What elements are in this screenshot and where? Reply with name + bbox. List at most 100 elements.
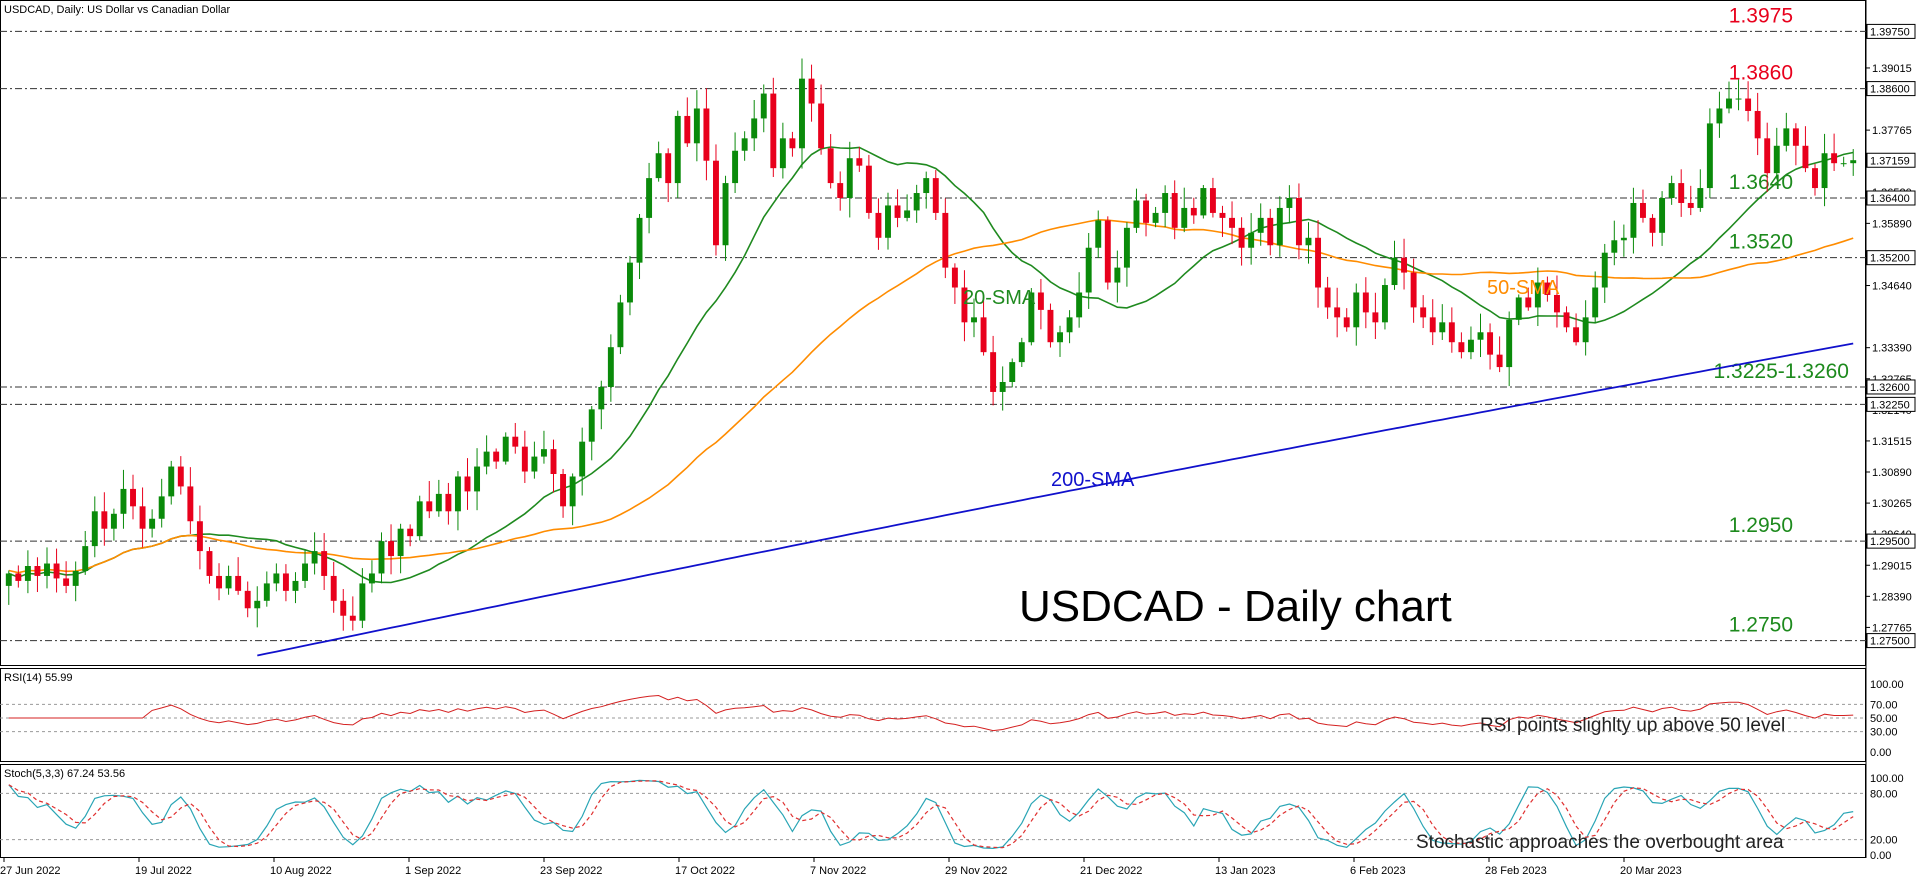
candle-body <box>1057 332 1063 343</box>
candle-body <box>1401 257 1408 273</box>
candle-body <box>216 575 222 589</box>
date-label: 6 Feb 2023 <box>1350 865 1406 877</box>
candle-body <box>1773 145 1780 174</box>
candle-body <box>636 217 643 263</box>
candle-body <box>493 451 500 462</box>
candle-body <box>1477 332 1484 340</box>
candle-body <box>445 493 452 512</box>
candle-body <box>149 518 156 529</box>
candle-body <box>971 317 977 323</box>
candle-body <box>1515 297 1522 320</box>
candle-body <box>407 528 414 537</box>
candle-body <box>990 352 997 392</box>
candle-body <box>1343 317 1350 328</box>
candle-body <box>158 496 165 519</box>
candle-body <box>799 78 805 149</box>
rsi-tick-label: 100.00 <box>1870 679 1904 691</box>
sma200-line <box>257 342 1854 657</box>
candle-body <box>1544 282 1551 295</box>
candle-body <box>703 108 710 161</box>
candle-body <box>263 583 270 601</box>
candle-body <box>627 262 633 303</box>
candle-body <box>722 183 729 246</box>
candle-body <box>1037 292 1044 310</box>
candle-body <box>1324 287 1331 308</box>
date-label: 23 Sep 2022 <box>540 865 602 877</box>
horizontal-levels: 1.3975 1.3860 1.3640 1.3520 1.3225-1.3260 1.2… <box>0 4 1866 642</box>
level-price-box <box>1866 396 1916 412</box>
candle-body <box>1095 220 1102 248</box>
candle-body <box>1353 292 1360 328</box>
candle-body <box>474 466 481 492</box>
candle-body <box>1840 163 1847 165</box>
candle-body <box>713 160 719 246</box>
date-label: 29 Nov 2022 <box>945 865 1007 877</box>
candle-body <box>894 205 901 218</box>
date-label: 19 Jul 2022 <box>135 865 192 877</box>
level-label-4: 1.3225-1.3260 <box>1714 360 1849 383</box>
candle-body <box>655 153 662 179</box>
rsi-tick-label: 70.00 <box>1870 699 1898 711</box>
candle-body <box>741 138 748 151</box>
date-label: 7 Nov 2022 <box>810 865 866 877</box>
candle-body <box>282 573 289 591</box>
level-price-label: 1.38600 <box>1870 84 1910 96</box>
level-price-label: 1.36400 <box>1870 193 1910 205</box>
candle-body <box>1114 267 1121 283</box>
sma50-label: 50-SMA <box>1487 277 1560 299</box>
candle-body <box>598 386 605 410</box>
candle-body <box>187 486 194 522</box>
rsi-indicator: 100.00 70.00 50.00 30.00 0.00 <box>0 679 1904 759</box>
candle-body <box>732 150 739 184</box>
candle-body <box>1850 160 1857 164</box>
level-price-box <box>1866 379 1916 395</box>
candle-body <box>684 115 691 144</box>
candle-body <box>779 138 786 169</box>
candle-body <box>1420 307 1427 318</box>
candle-body <box>311 551 318 564</box>
candle-body <box>1697 188 1704 208</box>
candle-body <box>665 153 672 184</box>
candle-body <box>932 178 939 213</box>
candle-body <box>1286 198 1293 208</box>
candle-body <box>942 212 949 268</box>
price-tick-label: 1.29015 <box>1872 560 1912 572</box>
candle-body <box>1458 342 1465 353</box>
level-label-7: 1.2750 <box>1729 614 1793 637</box>
candle-body <box>980 317 987 353</box>
candle-body <box>789 138 796 149</box>
level-label-3: 1.3520 <box>1729 231 1793 254</box>
candle-body <box>1066 317 1073 333</box>
candle-body <box>1487 332 1494 355</box>
candle-body <box>130 488 136 507</box>
candle-body <box>1295 198 1302 246</box>
candle-body <box>34 566 41 576</box>
level-price-label: 1.39750 <box>1870 26 1910 38</box>
candle-body <box>244 590 251 609</box>
candle-body <box>1305 237 1312 246</box>
candle-body <box>1611 240 1618 253</box>
candle-body <box>1640 202 1646 218</box>
date-label: 13 Jan 2023 <box>1215 865 1276 877</box>
candle-body <box>44 563 50 576</box>
candle-body <box>464 476 471 492</box>
candle-body <box>349 615 356 621</box>
rsi-header: RSI(14) 55.99 <box>4 672 72 684</box>
price-tick-label: 1.30265 <box>1872 498 1912 510</box>
candle-body <box>63 578 70 586</box>
candle-body <box>1085 247 1092 293</box>
candle-body <box>875 212 882 238</box>
candle-body <box>235 575 242 591</box>
price-tick-label: 1.37765 <box>1872 125 1912 137</box>
candle-body <box>646 178 653 218</box>
candle-body <box>502 436 509 462</box>
candle-body <box>5 573 12 586</box>
candle-body <box>1190 207 1197 216</box>
candle-body <box>1219 212 1226 218</box>
price-tick-label: 1.34640 <box>1872 281 1912 293</box>
candle-body <box>101 511 108 529</box>
candle-body <box>120 488 127 514</box>
candle-body <box>1123 227 1130 268</box>
stoch-tick-label: 20.00 <box>1870 835 1898 847</box>
stochastic-indicator: 100.00 80.00 20.00 0.00 <box>0 773 1904 862</box>
